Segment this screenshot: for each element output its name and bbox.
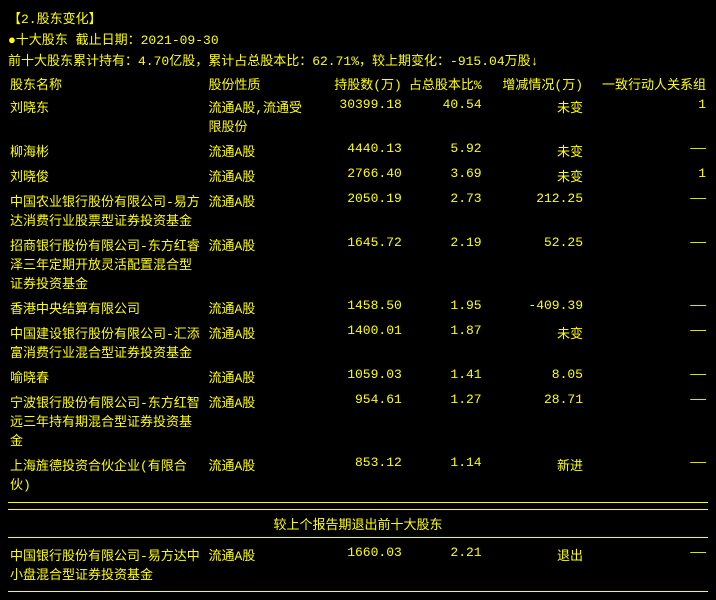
summary-line: 前十大股东累计持有：4.70亿股，累计占总股本比：62.71%，较上期变化：-9… — [8, 50, 708, 69]
table-row: 招商银行股份有限公司-东方红睿泽三年定期开放灵活配置混合型证券投资基金流通A股1… — [8, 232, 708, 295]
table-row: 中国建设银行股份有限公司-汇添富消费行业混合型证券投资基金流通A股1400.01… — [8, 320, 708, 364]
cell-nature: 流通A股 — [206, 232, 313, 295]
cell-name: 香港中央结算有限公司 — [8, 295, 206, 320]
cell-group: —— — [585, 389, 708, 452]
cell-shares: 2050.19 — [313, 188, 404, 232]
cell-pct: 2.19 — [404, 232, 484, 295]
cell-group: —— — [585, 542, 708, 586]
cell-group: —— — [585, 232, 708, 295]
divider-bottom — [8, 590, 708, 592]
cell-shares: 1400.01 — [313, 320, 404, 364]
cell-nature: 流通A股 — [206, 364, 313, 389]
cell-shares: 1458.50 — [313, 295, 404, 320]
subheader-label: ●十大股东 截止日期： — [8, 33, 141, 48]
col-header-group: 一致行动人关系组 — [585, 73, 708, 94]
cell-shares: 853.12 — [313, 452, 404, 496]
top10-subheader: ●十大股东 截止日期：2021-09-30 — [8, 29, 708, 48]
cell-change: 新进 — [484, 452, 585, 496]
cell-pct: 1.41 — [404, 364, 484, 389]
cell-group: 1 — [585, 94, 708, 138]
cell-nature: 流通A股 — [206, 320, 313, 364]
cell-nature: 流通A股 — [206, 138, 313, 163]
cell-group: —— — [585, 364, 708, 389]
table-row: 宁波银行股份有限公司-东方红智远三年持有期混合型证券投资基金流通A股954.61… — [8, 389, 708, 452]
cell-name: 刘晓东 — [8, 94, 206, 138]
subheader-date: 2021-09-30 — [141, 33, 219, 48]
cell-nature: 流通A股,流通受限股份 — [206, 94, 313, 138]
cell-change: 8.05 — [484, 364, 585, 389]
cell-pct: 1.27 — [404, 389, 484, 452]
cell-name: 中国建设银行股份有限公司-汇添富消费行业混合型证券投资基金 — [8, 320, 206, 364]
col-header-nature: 股份性质 — [206, 73, 313, 94]
table-row: 中国农业银行股份有限公司-易方达消费行业股票型证券投资基金流通A股2050.19… — [8, 188, 708, 232]
cell-shares: 1660.03 — [313, 542, 404, 586]
exit-section-header: 较上个报告期退出前十大股东 — [8, 509, 708, 538]
table-row: 中国银行股份有限公司-易方达中小盘混合型证券投资基金流通A股1660.032.2… — [8, 542, 708, 586]
shareholder-table: 股东名称 股份性质 持股数(万) 占总股本比% 增减情况(万) 一致行动人关系组… — [8, 73, 708, 496]
cell-pct: 1.95 — [404, 295, 484, 320]
cell-name: 柳海彬 — [8, 138, 206, 163]
cell-group: —— — [585, 452, 708, 496]
cell-pct: 40.54 — [404, 94, 484, 138]
cell-pct: 1.14 — [404, 452, 484, 496]
cell-shares: 4440.13 — [313, 138, 404, 163]
cell-name: 宁波银行股份有限公司-东方红智远三年持有期混合型证券投资基金 — [8, 389, 206, 452]
cell-name: 中国农业银行股份有限公司-易方达消费行业股票型证券投资基金 — [8, 188, 206, 232]
cell-group: 1 — [585, 163, 708, 188]
cell-shares: 2766.40 — [313, 163, 404, 188]
cell-name: 刘晓俊 — [8, 163, 206, 188]
col-header-pct: 占总股本比% — [404, 73, 484, 94]
cell-nature: 流通A股 — [206, 163, 313, 188]
section-title: 【2.股东变化】 — [8, 8, 708, 27]
cell-name: 上海旌德投资合伙企业(有限合伙) — [8, 452, 206, 496]
cell-nature: 流通A股 — [206, 542, 313, 586]
cell-change: 未变 — [484, 320, 585, 364]
cell-name: 中国银行股份有限公司-易方达中小盘混合型证券投资基金 — [8, 542, 206, 586]
cell-nature: 流通A股 — [206, 389, 313, 452]
cell-change: 未变 — [484, 163, 585, 188]
col-header-shares: 持股数(万) — [313, 73, 404, 94]
table-row: 刘晓东流通A股,流通受限股份30399.1840.54未变1 — [8, 94, 708, 138]
exit-table: 中国银行股份有限公司-易方达中小盘混合型证券投资基金流通A股1660.032.2… — [8, 542, 708, 586]
cell-shares: 1059.03 — [313, 364, 404, 389]
cell-pct: 2.73 — [404, 188, 484, 232]
cell-nature: 流通A股 — [206, 452, 313, 496]
table-row: 柳海彬流通A股4440.135.92未变—— — [8, 138, 708, 163]
col-header-change: 增减情况(万) — [484, 73, 585, 94]
cell-pct: 2.21 — [404, 542, 484, 586]
cell-pct: 5.92 — [404, 138, 484, 163]
cell-group: —— — [585, 320, 708, 364]
cell-nature: 流通A股 — [206, 295, 313, 320]
cell-group: —— — [585, 295, 708, 320]
cell-group: —— — [585, 188, 708, 232]
table-row: 刘晓俊流通A股2766.403.69未变1 — [8, 163, 708, 188]
cell-change: 52.25 — [484, 232, 585, 295]
cell-shares: 30399.18 — [313, 94, 404, 138]
table-row: 上海旌德投资合伙企业(有限合伙)流通A股853.121.14新进—— — [8, 452, 708, 496]
cell-group: —— — [585, 138, 708, 163]
cell-change: 退出 — [484, 542, 585, 586]
cell-change: 212.25 — [484, 188, 585, 232]
cell-pct: 3.69 — [404, 163, 484, 188]
cell-change: 28.71 — [484, 389, 585, 452]
cell-shares: 1645.72 — [313, 232, 404, 295]
cell-name: 喻晓春 — [8, 364, 206, 389]
table-row: 香港中央结算有限公司流通A股1458.501.95-409.39—— — [8, 295, 708, 320]
table-header-row: 股东名称 股份性质 持股数(万) 占总股本比% 增减情况(万) 一致行动人关系组 — [8, 73, 708, 94]
cell-change: 未变 — [484, 94, 585, 138]
cell-nature: 流通A股 — [206, 188, 313, 232]
cell-shares: 954.61 — [313, 389, 404, 452]
cell-name: 招商银行股份有限公司-东方红睿泽三年定期开放灵活配置混合型证券投资基金 — [8, 232, 206, 295]
cell-change: -409.39 — [484, 295, 585, 320]
col-header-name: 股东名称 — [8, 73, 206, 94]
cell-change: 未变 — [484, 138, 585, 163]
cell-pct: 1.87 — [404, 320, 484, 364]
table-row: 喻晓春流通A股1059.031.418.05—— — [8, 364, 708, 389]
